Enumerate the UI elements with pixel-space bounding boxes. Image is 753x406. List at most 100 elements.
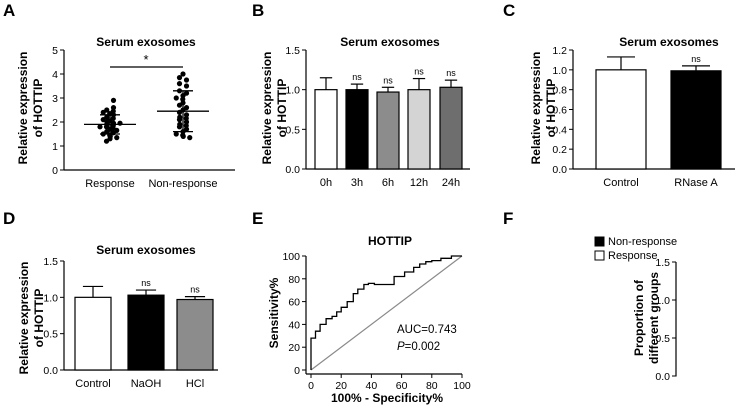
panel-c-title: Serum exosomes	[619, 35, 719, 49]
gA-y-tick-label: 2	[52, 117, 58, 129]
gD-bar	[127, 294, 165, 371]
panel-a-title: Serum exosomes	[96, 35, 196, 49]
panel-b-ylabel-line1: Relative expression	[260, 52, 274, 165]
panel-letter-e: E	[252, 209, 263, 228]
gA-point	[104, 107, 110, 113]
panel-f-legend: Non-response Response	[594, 236, 677, 262]
gB-x-tick-label: 24h	[442, 177, 460, 189]
gA-y-tick-label: 4	[52, 69, 58, 81]
panel-letter-a: A	[3, 1, 15, 20]
gA-x-tick-label: Response	[85, 178, 135, 190]
gE-x-tick-label: 100	[453, 380, 471, 392]
gA-point	[114, 135, 120, 141]
gB-y-tick-label: 1.5	[285, 45, 300, 57]
gA-point	[173, 131, 179, 137]
panel-b-title: Serum exosomes	[340, 35, 440, 49]
panel-c-ylabel-line1: Relative expression	[529, 52, 543, 165]
gE-y-tick-label: 20	[288, 342, 300, 354]
panel-c: C Serum exosomes Relative expression of …	[503, 1, 735, 189]
gB-bar	[376, 91, 400, 170]
panel-a-plot: 0 1 2 3 4 5 Response Non-response *	[52, 45, 235, 190]
gD-y-tick-label: 0.0	[43, 365, 58, 377]
gB-ns-label: ns	[446, 68, 456, 78]
gB-ns-label: ns	[383, 75, 393, 85]
gB-x-tick-label: 12h	[410, 177, 428, 189]
panel-a-ylabel-line2: of HOTTIP	[31, 79, 45, 138]
panel-e-ylabel: Sensitivity%	[267, 277, 281, 348]
gC-y-tick-label: 0.4	[552, 124, 567, 136]
gE-y-tick-label: 0	[294, 365, 300, 377]
gD-y-tick-label: 1.0	[43, 292, 58, 304]
panel-f-ylabel-line1: Proportion of	[632, 279, 646, 356]
gB-bar	[439, 86, 463, 170]
legend-label-response: Response	[608, 250, 658, 262]
gE-y-tick-label: 80	[288, 274, 300, 286]
gC-y-tick-label: 0.0	[552, 164, 567, 176]
gC-x-tick-label: Control	[603, 177, 638, 189]
gC-y-tick-label: 0.6	[552, 105, 567, 117]
gA-point	[183, 112, 190, 118]
p-value-annotation: P=0.002	[397, 341, 440, 353]
gF-y-tick-label: 0.5	[655, 333, 670, 345]
auc-annotation: AUC=0.743	[397, 324, 457, 336]
gB-bar	[314, 89, 338, 170]
gB-y-tick-label: 0.0	[285, 164, 300, 176]
gA-point	[110, 97, 117, 103]
gA-point	[177, 121, 183, 127]
gA-x-tick-label: Non-response	[148, 178, 217, 190]
panel-f-plot: 0.0 0.5 1.0 1.5	[655, 257, 677, 383]
panel-a: A Serum exosomes Relative expression of …	[3, 1, 235, 190]
panel-letter-c: C	[503, 1, 515, 20]
gE-y-tick-label: 100	[282, 251, 300, 263]
gA-point	[177, 114, 183, 120]
gD-bar	[176, 298, 214, 371]
gD-x-tick-label: HCl	[186, 378, 204, 390]
panel-b-plot: 0.0 0.5 1.0 1.5 0h ns 3h ns 6h ns 12h ns 24h	[285, 45, 470, 189]
gF-y-tick-label: 1.0	[655, 295, 670, 307]
gA-point	[110, 105, 117, 111]
p-value-number: =0.002	[405, 341, 441, 353]
panel-e-title: HOTTIP	[368, 234, 412, 248]
panel-b: B Serum exosomes Relative expression of …	[252, 1, 470, 189]
gB-bar	[345, 89, 369, 170]
gE-roc-curve	[310, 255, 462, 370]
gC-bar	[670, 70, 722, 170]
gA-y-tick-label: 5	[52, 45, 58, 57]
gE-y-tick-label: 40	[288, 319, 300, 331]
panel-b-ylabel-line2: of HOTTIP	[275, 79, 289, 138]
gA-point	[173, 95, 179, 101]
gE-x-tick-label: 40	[366, 380, 378, 392]
gB-x-tick-label: 3h	[351, 177, 363, 189]
gA-point	[187, 135, 193, 141]
gB-bar	[407, 89, 431, 170]
gE-x-tick-label: 80	[426, 380, 438, 392]
legend-label-non-response: Non-response	[608, 236, 677, 248]
gD-y-tick-label: 1.5	[43, 256, 58, 268]
panel-d-ylabel-line1: Relative expression	[17, 262, 31, 375]
gA-point	[176, 81, 183, 87]
gF-y-tick-label: 1.5	[655, 257, 670, 269]
gE-x-tick-label: 60	[396, 380, 408, 392]
panel-letter-d: D	[3, 209, 15, 228]
gC-ns-label: ns	[691, 54, 701, 64]
gA-point	[183, 83, 190, 89]
gB-y-tick-label: 0.5	[285, 124, 300, 136]
gD-bar	[74, 296, 112, 371]
legend-swatch-non-response	[594, 236, 605, 247]
gE-x-tick-label: 20	[335, 380, 347, 392]
gB-ns-label: ns	[352, 72, 362, 82]
gB-x-tick-label: 0h	[320, 177, 332, 189]
gC-y-tick-label: 0.2	[552, 144, 567, 156]
gC-x-tick-label: RNase A	[674, 177, 718, 189]
gF-y-tick-label: 0.0	[655, 371, 670, 383]
panel-letter-f: F	[503, 209, 513, 228]
gB-y-tick-label: 1.0	[285, 85, 300, 97]
gC-y-tick-label: 0.8	[552, 85, 567, 97]
gA-point	[183, 90, 190, 96]
gA-point	[183, 105, 190, 111]
panel-d: D Serum exosomes Relative expression of …	[3, 209, 218, 390]
panel-e-xlabel: 100% - Specificity%	[331, 391, 443, 405]
gA-point	[183, 77, 190, 83]
gA-point	[180, 71, 186, 77]
